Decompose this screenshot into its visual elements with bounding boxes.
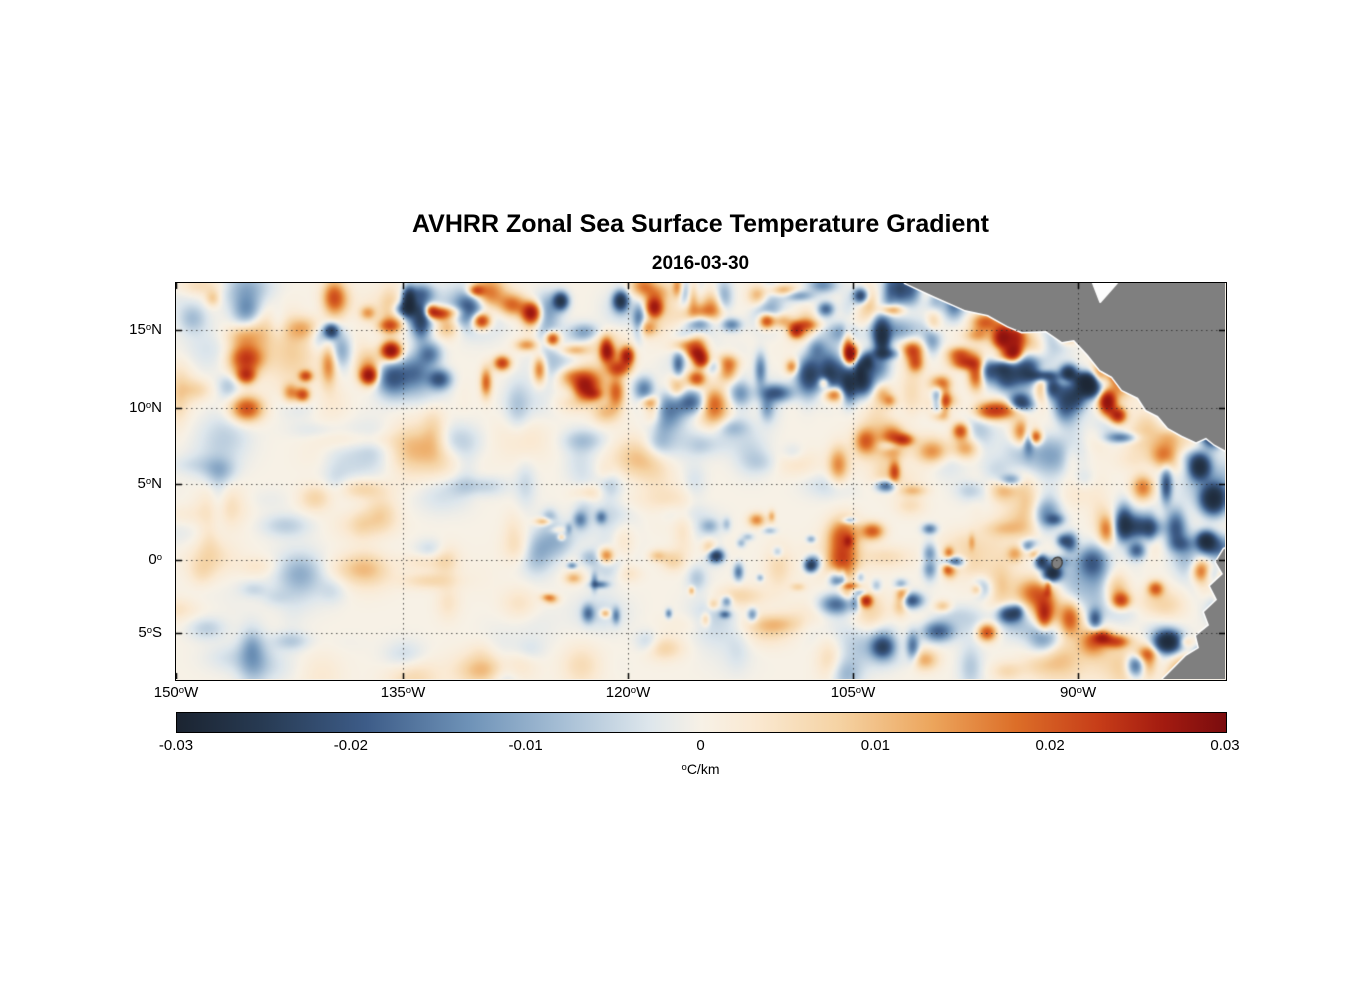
colorbar-tick-labels: -0.03 -0.02 -0.01 0 0.01 0.02 0.03	[159, 737, 1240, 757]
x-axis-tick-labels: 150oW 135oW 120oW 105oW 90oW	[154, 684, 1225, 706]
chart-date-subtitle: 2016-03-30	[651, 253, 750, 274]
degree-symbol: o	[145, 475, 152, 487]
degree-symbol: o	[405, 684, 412, 696]
x-tick-label: 90oW	[1059, 684, 1097, 701]
degree-symbol: o	[1076, 684, 1082, 696]
colorbar-tick-label: -0.03	[158, 737, 194, 754]
degree-symbol: o	[145, 321, 152, 333]
y-tick-label: 15oN	[129, 321, 162, 338]
colorbar-tick-label: 0	[696, 737, 705, 754]
degree-symbol: o	[630, 684, 637, 696]
colorbar-gradient	[177, 713, 1226, 732]
map-plot-frame	[174, 281, 1227, 681]
colorbar-tick-label: -0.01	[508, 737, 543, 754]
degree-symbol: o	[178, 684, 185, 696]
y-tick-label: 5oN	[137, 475, 162, 492]
degree-symbol: o	[156, 551, 162, 563]
colorbar-tick-label: 0.03	[1210, 737, 1240, 754]
sst-gradient-heatmap-canvas	[175, 282, 1225, 679]
x-tick-label: 135oW	[380, 684, 426, 701]
colorbar-tick-label: 0.01	[860, 737, 890, 754]
y-axis-tick-labels: 15oN 10oN 5oN 0o 5oS	[0, 283, 168, 679]
x-tick-label: 150oW	[153, 684, 199, 701]
x-tick-label: 120oW	[605, 684, 651, 701]
degree-symbol: o	[146, 624, 152, 636]
colorbar-tick-label: -0.02	[333, 737, 368, 754]
x-tick-label: 105oW	[830, 684, 876, 701]
chart-title: AVHRR Zonal Sea Surface Temperature Grad…	[411, 210, 989, 238]
y-tick-label: 10oN	[129, 399, 162, 417]
degree-symbol: o	[145, 399, 152, 411]
y-tick-label: 5oS	[138, 623, 162, 641]
unit-text: C/km	[686, 761, 720, 777]
y-tick-label: 0o	[148, 551, 162, 568]
degree-symbol: o	[681, 761, 687, 773]
colorbar-unit-label: oC/km	[176, 761, 1225, 778]
colorbar-tick-label: 0.02	[1035, 737, 1065, 754]
degree-symbol: o	[855, 684, 862, 696]
colorbar	[176, 712, 1227, 733]
